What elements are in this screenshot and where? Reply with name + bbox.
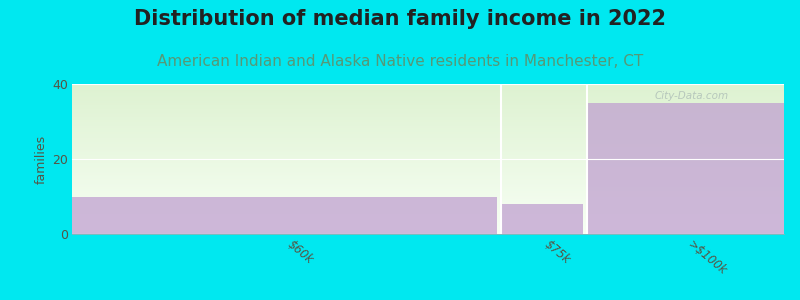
Text: City-Data.com: City-Data.com [654, 91, 729, 101]
Bar [502, 204, 582, 234]
Bar [586, 103, 784, 234]
Text: American Indian and Alaska Native residents in Manchester, CT: American Indian and Alaska Native reside… [157, 54, 643, 69]
Y-axis label: families: families [34, 134, 48, 184]
Text: Distribution of median family income in 2022: Distribution of median family income in … [134, 9, 666, 29]
Bar [72, 196, 497, 234]
